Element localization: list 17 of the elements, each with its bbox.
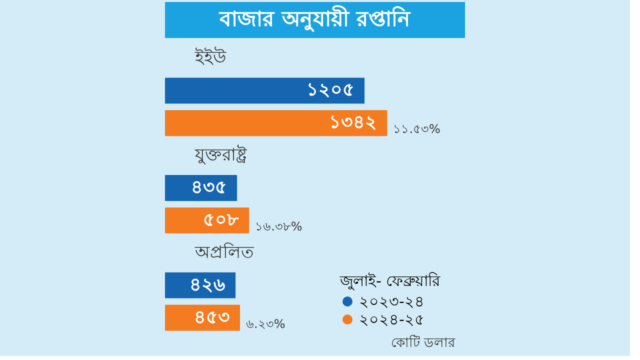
text: ১১.৫৩% bbox=[393, 122, 440, 136]
data-label: ১৩৪২ bbox=[329, 112, 378, 134]
y-tick-label: যুক্তরাষ্ট্র bbox=[194, 144, 248, 166]
annotation: ১৬.৩৮% bbox=[255, 219, 302, 234]
y-tick-label: ইইউ bbox=[194, 47, 227, 68]
data-label: ৪২৬ bbox=[190, 274, 226, 296]
data-label: ৫০৮ bbox=[203, 209, 240, 230]
y-tick-label: অপ্রলিত bbox=[194, 242, 254, 263]
legend-label: ২০২৩-২৪ bbox=[359, 292, 424, 310]
text: কোটি ডলার bbox=[390, 335, 456, 351]
data-label: ১২০৫ bbox=[306, 80, 355, 101]
data-label: ৪৩৫ bbox=[191, 177, 228, 198]
data-label: ৪৫৩ bbox=[194, 306, 230, 328]
legend-label: ২০২৪-২৫ bbox=[359, 310, 424, 328]
chart-title: বাজার অনুযায়ী রপ্তানি bbox=[218, 5, 412, 32]
annotation: ৬.২৩% bbox=[246, 316, 286, 331]
legend-title: জুলাই- ফেব্রুয়ারি bbox=[339, 272, 442, 290]
